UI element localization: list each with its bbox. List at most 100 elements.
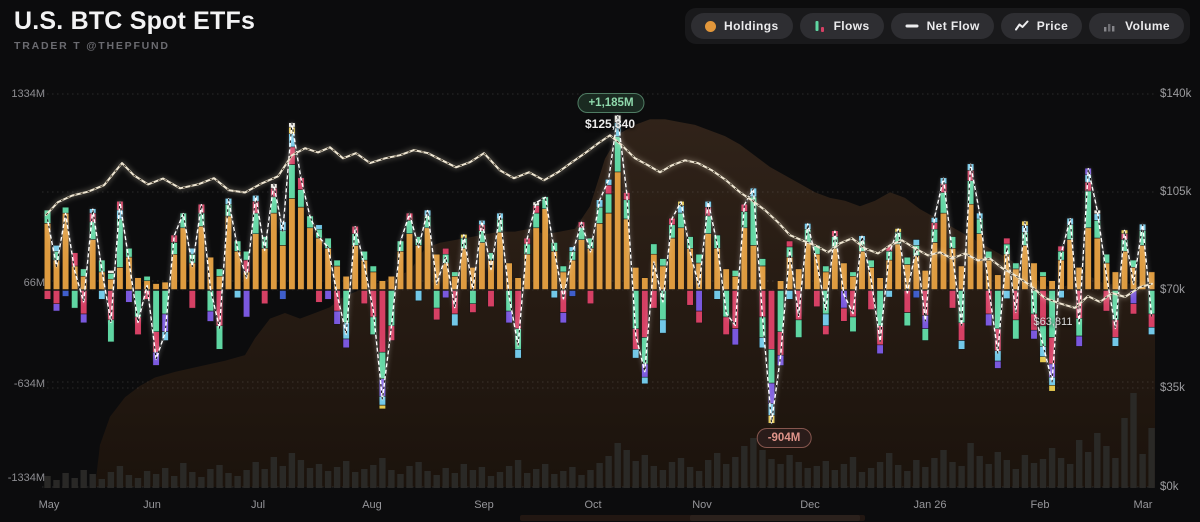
flow-bar-segment (369, 265, 377, 273)
flow-bar-segment (587, 290, 594, 304)
flow-bar-segment (605, 212, 613, 290)
timeline-brush[interactable] (520, 515, 865, 521)
flow-bar-segment (134, 316, 142, 335)
price-line-dash (45, 134, 1153, 309)
flow-bar-segment (252, 233, 260, 290)
flow-bar-segment (234, 290, 242, 299)
flow-bar-segment (297, 189, 305, 208)
flow-bar-segment (243, 251, 251, 261)
volume-bar (107, 472, 115, 488)
volume-bar (134, 478, 142, 488)
flow-bar-segment (279, 290, 287, 300)
series-toggle-toolbar: Holdings Flows Net Flow Price (685, 8, 1190, 44)
flow-bar-segment (813, 290, 821, 307)
volume-bar (514, 460, 522, 488)
volume-bar (1048, 448, 1056, 488)
volume-bar (732, 457, 739, 488)
volume-bar (750, 438, 757, 488)
holdings-toggle-button[interactable]: Holdings (691, 13, 793, 39)
volume-bar (759, 450, 766, 488)
flow-bar-segment (894, 243, 902, 290)
volume-bar (1030, 463, 1038, 488)
flow-bar-segment (161, 281, 169, 290)
volume-bar (225, 473, 232, 488)
flow-bar-segment (1039, 271, 1047, 277)
flow-bar-segment (197, 226, 205, 290)
volume-bar (886, 453, 893, 488)
flow-bar-segment (514, 349, 522, 359)
volume-bar (288, 453, 296, 488)
volume-bar (551, 474, 558, 488)
volume-bar (931, 458, 938, 488)
flow-bar-segment (451, 313, 459, 327)
flows-toggle-button[interactable]: Flows (799, 13, 884, 39)
flow-bar-segment (532, 212, 540, 229)
volume-bar (524, 473, 531, 488)
volume-bar (659, 470, 667, 488)
flow-bar-segment (188, 290, 196, 309)
flow-bar-segment (550, 251, 558, 290)
volume-bar (723, 464, 730, 488)
volume-bar (62, 473, 69, 488)
volume-bar (876, 462, 884, 488)
flow-bar-segment (885, 290, 893, 298)
flow-bar-segment (1030, 329, 1038, 340)
flow-bar-segment (876, 344, 884, 354)
flow-bar-segment (505, 262, 513, 290)
volume-bar (469, 470, 477, 488)
volume-bar (958, 466, 965, 488)
flow-bar-segment (1039, 356, 1047, 363)
flow-bar-segment (659, 258, 667, 267)
flow-bar-segment (288, 164, 296, 199)
flow-bar-segment (71, 252, 79, 267)
volume-bar (80, 470, 87, 488)
flow-bar-segment (1048, 290, 1056, 338)
volume-bar (786, 455, 793, 488)
flow-bar-segment (605, 193, 613, 214)
volume-bar (478, 467, 486, 488)
volume-bar (207, 469, 214, 488)
volume-bar (904, 471, 911, 488)
volume-bar (324, 471, 332, 488)
flow-bar-segment (288, 198, 296, 290)
volume-bar (44, 476, 51, 488)
volume-bar (614, 443, 621, 488)
netflow-toggle-button[interactable]: Net Flow (890, 13, 994, 39)
volume-bar (569, 467, 576, 488)
flow-bar-segment (424, 227, 432, 290)
flow-bar-segment (53, 290, 60, 304)
volume-bar (533, 469, 540, 488)
flow-bar-segment (279, 230, 287, 246)
volume-bar (1112, 458, 1119, 488)
volume-bar (1057, 458, 1065, 488)
flow-bar-segment (849, 276, 857, 290)
flow-bar-segment (1111, 271, 1119, 290)
flow-bar-segment (243, 290, 251, 318)
volume-bar (741, 446, 748, 488)
volume-bar (650, 466, 657, 488)
volume-label: Volume (1125, 19, 1170, 33)
flow-bar-segment (478, 242, 486, 290)
price-toggle-button[interactable]: Price (1000, 13, 1083, 39)
volume-toggle-button[interactable]: Volume (1089, 13, 1184, 39)
flow-bar-segment (596, 223, 604, 290)
volume-bar (913, 460, 920, 488)
flow-bar-segment (1148, 327, 1156, 335)
flow-bar-segment (1093, 237, 1101, 290)
flow-bar-segment (1102, 290, 1110, 312)
volume-bar (1076, 440, 1083, 488)
volume-bar (1067, 464, 1074, 488)
volume-bar (189, 472, 196, 488)
volume-bar (578, 475, 585, 488)
volume-bar (180, 463, 187, 488)
volume-bar (1121, 418, 1128, 488)
price-line-icon (1014, 20, 1029, 31)
flow-bar-segment (134, 277, 142, 290)
volume-bar (89, 474, 96, 488)
flow-bar-segment (71, 290, 79, 309)
volume-bar (768, 459, 775, 488)
flow-bar-segment (53, 303, 60, 312)
flow-bar-segment (107, 273, 115, 280)
